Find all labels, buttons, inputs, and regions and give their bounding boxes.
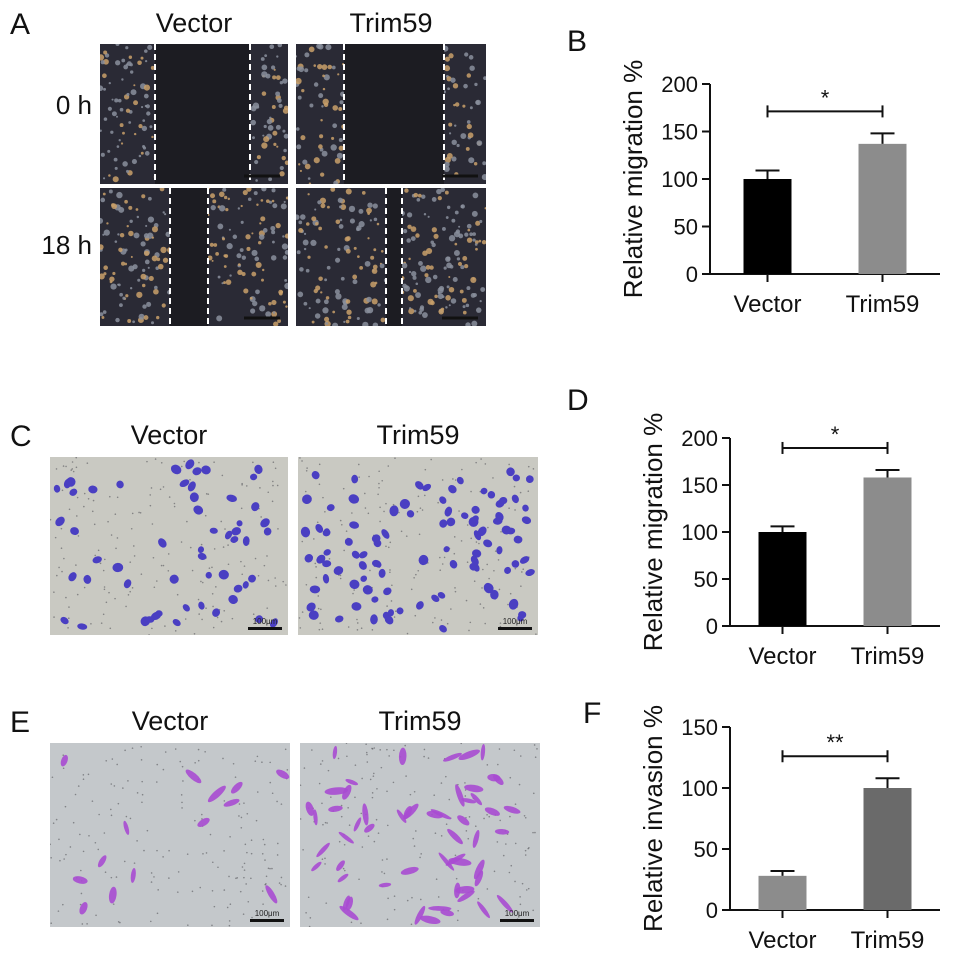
y-tick-label: 200 [681,426,718,451]
significance-marker: ** [826,730,844,755]
y-tick-label: 100 [661,167,698,192]
y-tick-label: 0 [706,614,718,639]
row-label-0h: 0 h [55,90,92,120]
bar-trim59 [863,788,912,910]
row-label-18h: 18 h [41,230,92,260]
panel-label-d: D [567,384,589,417]
panel-label-c: C [10,420,32,453]
y-tick-label: 0 [706,898,718,923]
bar-vector [743,179,792,274]
bar-vector [758,875,807,910]
y-tick-label: 150 [661,120,698,145]
y-tick-label: 50 [694,837,718,862]
bar-chart-d: 0 50 100 150 200 Relative migration % Vector Tr… [610,385,950,685]
bar-trim59 [858,143,907,274]
col-label-trim59-c: Trim59 [376,420,460,450]
y-axis-label: Relative migration % [618,60,648,298]
y-tick-label: 100 [681,776,718,801]
x-tick-label: Trim59 [851,927,925,954]
y-tick-label: 100 [681,520,718,545]
bar-chart-b: 0 50 100 150 200 Relative migration % Vector Tr… [610,30,950,330]
y-tick-label: 50 [674,215,698,240]
scratch-image-trim59-18h [296,188,486,326]
scale-bar-trim59-c: 100μm [498,617,532,630]
y-axis-label: Relative invasion % [638,705,668,932]
bar-trim59 [863,477,912,626]
y-axis-label: Relative migration % [638,413,668,651]
scratch-image-vector-0h [100,44,288,184]
scale-bar-vector-c: 100μm [248,617,282,630]
panel-label-e: E [10,706,31,739]
scratch-image-vector-18h [100,188,288,326]
y-tick-label: 150 [681,473,718,498]
x-tick-label: Vector [748,927,816,954]
invasion-image-trim59-e [300,743,540,927]
col-label-vector-e: Vector [131,706,209,736]
invasion-image-vector-e [50,743,290,927]
panel-label-b: B [567,25,588,58]
scratch-image-trim59-0h [296,44,486,184]
x-tick-label: Trim59 [851,643,925,670]
x-tick-label: Trim59 [846,291,920,318]
significance-marker: * [821,85,830,110]
y-tick-label: 0 [686,262,698,287]
y-tick-label: 200 [661,72,698,97]
col-label-trim59-e: Trim59 [378,706,462,736]
col-label-trim59-a: Trim59 [349,8,433,38]
y-tick-label: 150 [681,715,718,740]
transwell-image-trim59-c [298,457,538,635]
col-label-vector-a: Vector [155,8,233,38]
y-tick-label: 50 [694,567,718,592]
transwell-image-vector-c [50,457,288,635]
bar-chart-f: 0 50 100 150 Relative invasion % Vector Trim59… [610,705,950,963]
col-label-vector-c: Vector [130,420,208,450]
significance-marker: * [831,422,840,447]
x-tick-label: Vector [748,643,816,670]
panel-label-a: A [10,8,31,41]
bar-vector [758,532,807,626]
scale-bar-vector-e: 100μm [250,909,284,922]
x-tick-label: Vector [733,291,801,318]
panel-label-f: F [583,697,602,730]
scale-bar-trim59-e: 100μm [500,909,534,922]
